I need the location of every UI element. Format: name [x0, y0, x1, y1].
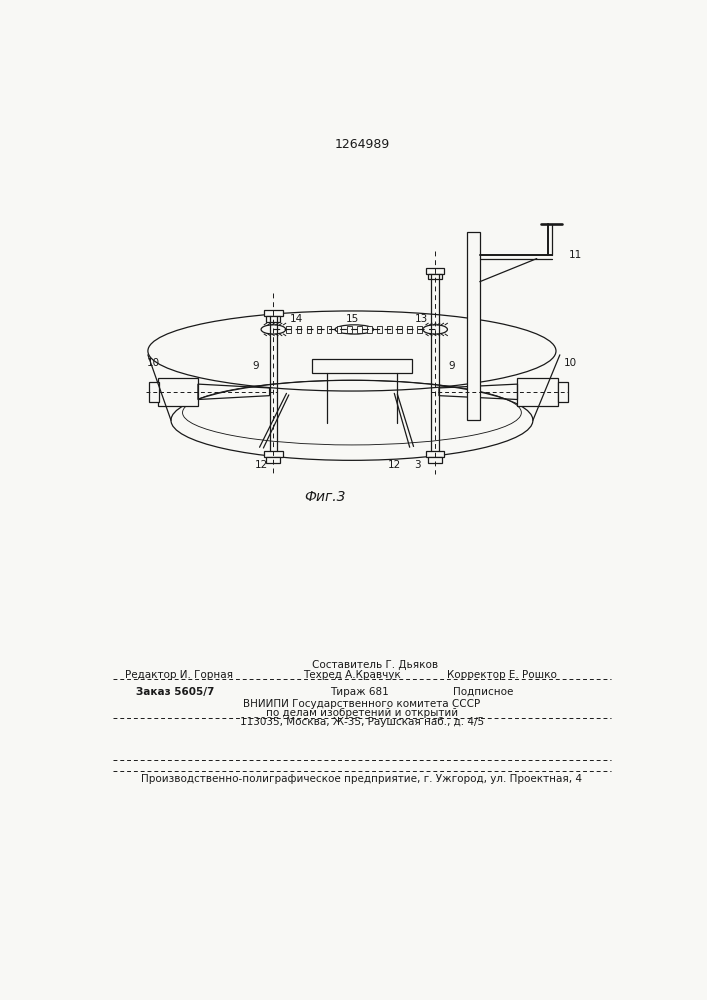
Bar — [286, 326, 291, 333]
Text: 15: 15 — [345, 314, 358, 324]
Text: 9: 9 — [252, 361, 259, 371]
Text: 13: 13 — [414, 314, 428, 324]
Bar — [518, 378, 558, 406]
Text: 12: 12 — [387, 460, 401, 470]
Bar — [467, 232, 480, 420]
Bar — [296, 326, 301, 333]
Bar — [347, 326, 351, 333]
Text: Редактор И. Горная: Редактор И. Горная — [124, 670, 233, 680]
Bar — [148, 382, 160, 402]
Bar — [407, 326, 412, 333]
Text: Техред А.Кравчук: Техред А.Кравчук — [303, 670, 401, 680]
Text: 3: 3 — [414, 460, 421, 470]
Bar — [417, 326, 422, 333]
Text: 113035, Москва, Ж-35, Раушская наб., д. 4/5: 113035, Москва, Ж-35, Раушская наб., д. … — [240, 717, 484, 727]
Text: Фиг.3: Фиг.3 — [304, 490, 346, 504]
Text: Заказ 5605/7: Заказ 5605/7 — [136, 687, 214, 697]
Text: 10: 10 — [564, 358, 577, 368]
Bar — [267, 316, 281, 322]
Bar — [426, 268, 444, 274]
Text: 12: 12 — [255, 460, 268, 470]
Bar — [337, 326, 341, 333]
Bar — [307, 326, 311, 333]
Bar — [264, 451, 283, 457]
Bar — [426, 451, 444, 457]
Bar — [428, 274, 442, 279]
Bar — [558, 382, 568, 402]
Bar — [428, 457, 442, 463]
Bar — [312, 359, 412, 373]
Text: Корректор Е. Рошко: Корректор Е. Рошко — [447, 670, 557, 680]
Ellipse shape — [423, 325, 448, 334]
Ellipse shape — [261, 325, 286, 334]
Text: 1264989: 1264989 — [334, 138, 390, 151]
Bar — [158, 378, 198, 406]
Ellipse shape — [335, 325, 373, 334]
Bar — [317, 326, 321, 333]
Bar — [327, 326, 332, 333]
Bar — [267, 457, 281, 463]
Bar — [397, 326, 402, 333]
Bar — [357, 326, 361, 333]
Bar — [264, 310, 283, 316]
Bar — [387, 326, 392, 333]
Text: 9: 9 — [449, 361, 455, 371]
Bar — [367, 326, 372, 333]
Text: 11: 11 — [569, 250, 583, 260]
Bar — [377, 326, 382, 333]
Text: по делам изобретений и открытий: по делам изобретений и открытий — [266, 708, 458, 718]
Text: 14: 14 — [290, 314, 303, 324]
Text: 10: 10 — [147, 358, 160, 368]
Text: Производственно-полиграфическое предприятие, г. Ужгород, ул. Проектная, 4: Производственно-полиграфическое предприя… — [141, 774, 583, 784]
Text: Тираж 681: Тираж 681 — [330, 687, 389, 697]
Text: ВНИИПИ Государственного комитета СССР: ВНИИПИ Государственного комитета СССР — [243, 699, 481, 709]
Text: Составитель Г. Дьяков: Составитель Г. Дьяков — [312, 660, 438, 670]
Text: Подписное: Подписное — [452, 687, 513, 697]
